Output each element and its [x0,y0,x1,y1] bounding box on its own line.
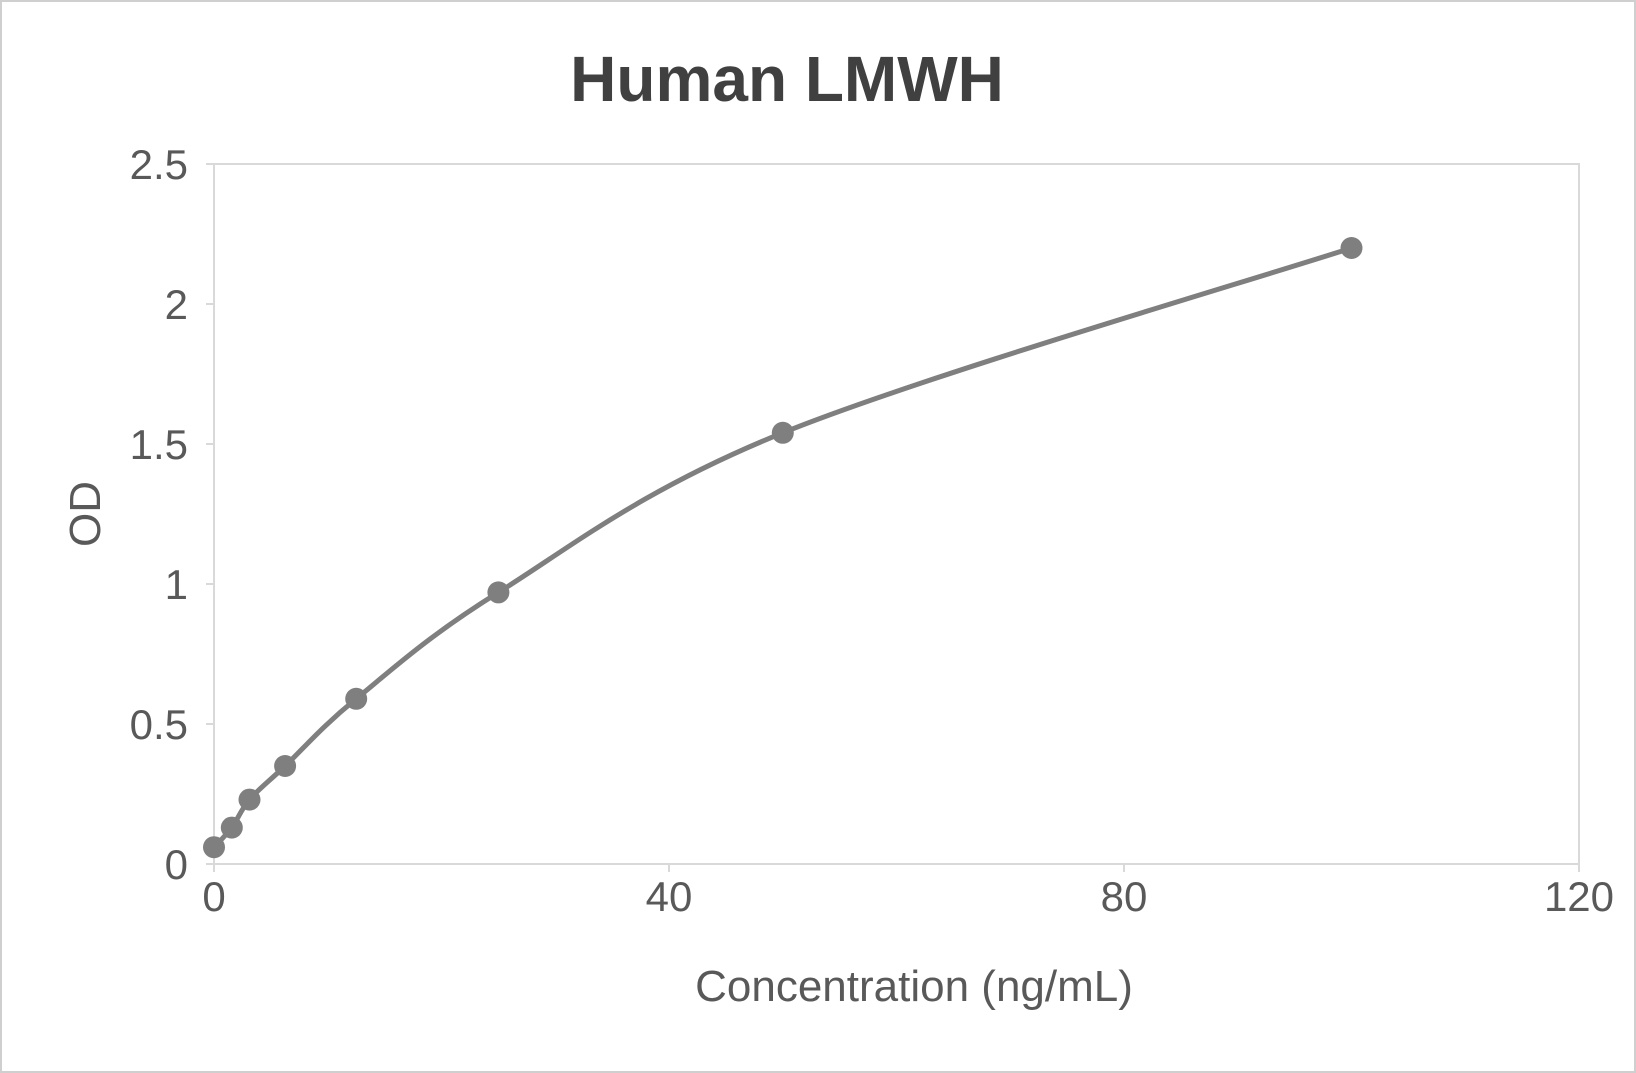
data-point-marker [1340,237,1363,259]
x-tick-label: 120 [1544,873,1614,920]
data-point-marker [487,581,510,604]
x-tick-label: 80 [1101,873,1148,920]
y-tick-label: 1.5 [130,421,188,468]
y-tick-label: 1 [165,561,188,608]
y-axis-title: OD [61,481,110,547]
chart-title: Human LMWH [570,43,1004,115]
data-point-marker [771,421,794,444]
y-tick-label: 0.5 [130,701,188,748]
data-point-marker [238,788,261,811]
plot-frame [213,163,1580,865]
y-tick-label: 0 [165,841,188,888]
x-tick-label: 0 [202,873,225,920]
x-axis-title: Concentration (ng/mL) [695,962,1133,1011]
y-tick-label: 2.5 [130,141,188,188]
data-point-marker [345,687,368,710]
data-point-marker [220,816,243,839]
x-tick-label: 40 [646,873,693,920]
data-point-marker [203,836,225,859]
data-point-marker [274,755,297,777]
y-tick-label: 2 [165,281,188,328]
